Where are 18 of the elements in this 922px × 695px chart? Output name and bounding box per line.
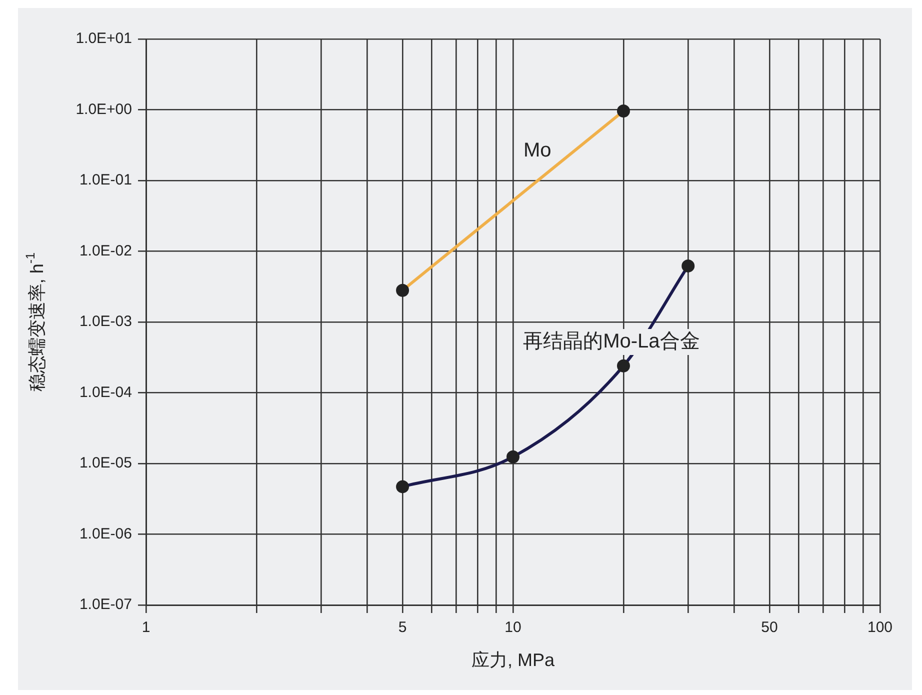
- y-tick-label: 1.0E-07: [79, 596, 132, 614]
- y-tick-label: 1.0E-01: [79, 172, 132, 189]
- y-axis-title: 稳态蠕变速率, h-1: [23, 252, 47, 392]
- y-tick-label: 1.0E-02: [79, 242, 132, 260]
- x-tick-label: 100: [867, 619, 893, 636]
- x-tick-label: 1: [142, 619, 150, 636]
- y-tick-label: 1.0E-06: [79, 525, 132, 542]
- x-tick-label: 10: [504, 619, 522, 636]
- y-tick-label: 1.0E-04: [79, 384, 132, 401]
- x-tick-label: 50: [761, 619, 778, 636]
- y-tick-label: 1.0E+00: [76, 100, 132, 118]
- x-axis-title: 应力, MPa: [471, 650, 556, 670]
- x-tick-label: 5: [398, 619, 407, 636]
- series-label: 再结晶的Mo-La合金: [523, 330, 700, 352]
- y-tick-label: 1.0E+01: [76, 30, 132, 48]
- y-tick-label: 1.0E-03: [79, 313, 132, 330]
- y-tick-label: 1.0E-05: [79, 454, 132, 472]
- series-label: Mo: [523, 140, 552, 162]
